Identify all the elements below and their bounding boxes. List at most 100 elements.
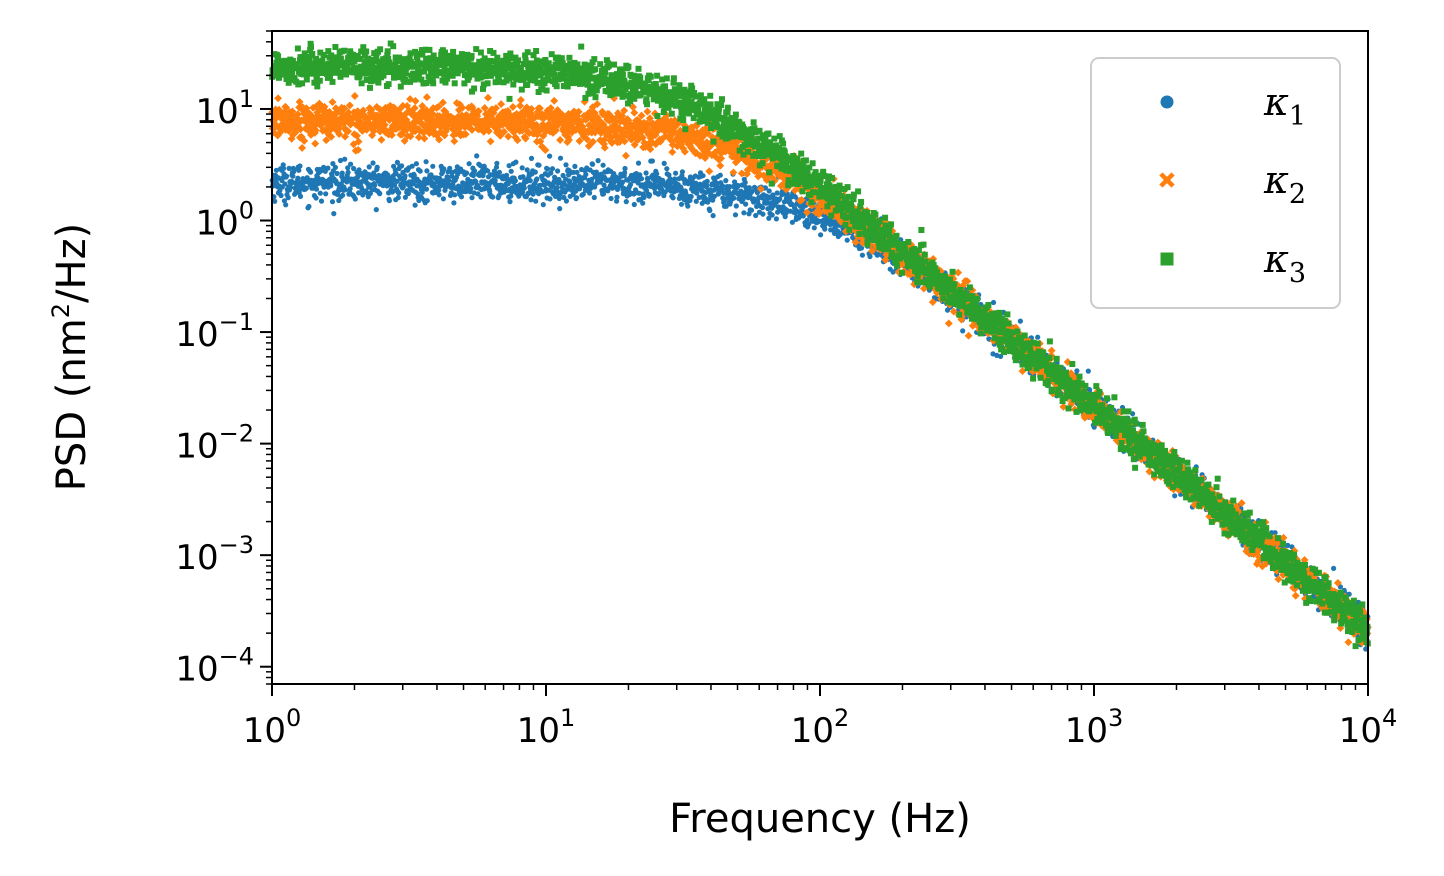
data-point [673, 170, 679, 176]
data-point [409, 163, 415, 169]
data-point [643, 170, 649, 176]
data-point [332, 164, 338, 170]
data-point [334, 170, 340, 177]
data-point [733, 203, 739, 209]
data-point [1035, 334, 1041, 340]
data-point [748, 207, 755, 213]
data-point [704, 178, 710, 184]
data-point [440, 196, 446, 202]
data-point [281, 198, 287, 204]
data-point [348, 161, 354, 167]
data-point [732, 212, 739, 218]
data-point [507, 199, 513, 205]
data-point [303, 185, 309, 191]
data-point [411, 172, 417, 179]
data-point [557, 206, 563, 212]
data-point [563, 162, 569, 168]
data-point [282, 181, 288, 187]
data-point [506, 163, 512, 169]
data-point [688, 193, 694, 200]
data-point [494, 160, 500, 166]
data-point [524, 167, 530, 173]
data-point [278, 192, 284, 199]
data-point [317, 190, 323, 196]
data-point [345, 165, 351, 171]
data-point [468, 185, 474, 192]
data-point [649, 158, 656, 164]
data-point [356, 167, 362, 173]
data-point [447, 165, 453, 171]
data-point [485, 168, 491, 174]
data-point [638, 176, 645, 182]
data-point [423, 186, 430, 192]
data-point [402, 173, 408, 179]
data-point [512, 178, 519, 184]
data-point [339, 170, 345, 176]
data-point [496, 173, 502, 179]
data-point [336, 197, 342, 204]
data-point [769, 212, 775, 218]
data-point [773, 216, 780, 222]
data-point [960, 328, 966, 334]
data-point [563, 198, 570, 204]
data-point [548, 170, 554, 176]
data-point [717, 172, 723, 178]
data-point [520, 174, 526, 180]
data-point [731, 195, 737, 201]
data-point [296, 167, 302, 173]
data-point [313, 186, 320, 192]
data-point [590, 161, 596, 167]
data-point [328, 183, 334, 189]
data-point [323, 191, 329, 197]
data-point [635, 160, 642, 166]
data-point [1172, 493, 1178, 499]
data-point [818, 232, 824, 238]
data-point [547, 196, 553, 202]
data-point [623, 199, 629, 205]
data-point [272, 198, 278, 204]
data-point [325, 165, 331, 171]
data-point [554, 185, 560, 191]
data-point [519, 165, 525, 171]
data-point [614, 194, 620, 200]
data-point [373, 207, 379, 213]
data-point [536, 162, 542, 168]
data-point [283, 173, 290, 179]
data-point [290, 173, 296, 179]
data-point [574, 195, 580, 201]
data-point [474, 153, 480, 159]
data-point [412, 202, 418, 208]
data-point [811, 225, 817, 231]
data-point [297, 163, 303, 169]
data-point [308, 169, 314, 175]
data-point [608, 195, 614, 202]
data-point [513, 159, 519, 165]
data-point [297, 193, 304, 199]
data-point [351, 165, 357, 172]
data-point [528, 155, 535, 161]
data-point [436, 187, 442, 193]
data-point [458, 194, 465, 200]
data-point [1085, 368, 1091, 374]
data-point [347, 186, 353, 192]
data-point [441, 166, 447, 172]
data-point [679, 169, 686, 175]
data-point [678, 201, 685, 207]
data-point [417, 168, 423, 174]
data-point [446, 178, 452, 184]
data-point [527, 178, 533, 184]
data-point [331, 211, 337, 217]
data-point [528, 197, 534, 203]
data-point [413, 161, 419, 167]
data-point [386, 198, 392, 204]
data-point [463, 170, 470, 176]
data-point [654, 171, 660, 177]
data-point [399, 163, 405, 169]
data-point [1017, 318, 1024, 324]
data-point [493, 164, 500, 170]
data-point [742, 179, 748, 186]
data-point [352, 196, 358, 202]
data-points [268, 40, 1372, 652]
data-point [405, 190, 411, 197]
data-point [329, 199, 336, 205]
